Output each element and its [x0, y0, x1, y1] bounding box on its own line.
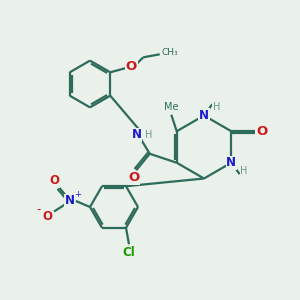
Text: H: H — [213, 102, 220, 112]
Text: H: H — [240, 166, 247, 176]
Text: N: N — [65, 194, 75, 208]
Text: CH₃: CH₃ — [162, 48, 178, 57]
Text: N: N — [226, 156, 236, 169]
Text: +: + — [75, 190, 81, 199]
Text: O: O — [128, 171, 140, 184]
Text: O: O — [50, 174, 60, 188]
Text: H: H — [145, 130, 152, 140]
Text: O: O — [126, 60, 137, 73]
Text: O: O — [256, 125, 268, 138]
Text: Cl: Cl — [123, 246, 135, 259]
Text: N: N — [132, 128, 142, 141]
Text: Me: Me — [164, 102, 178, 112]
Text: N: N — [199, 109, 209, 122]
Text: O: O — [42, 209, 52, 223]
Text: -: - — [37, 203, 41, 217]
